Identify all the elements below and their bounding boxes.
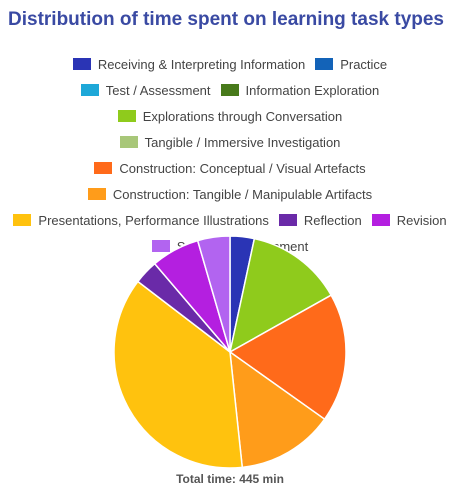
legend-swatch (119, 136, 138, 148)
legend-label: Receiving & Interpreting Information (97, 56, 306, 72)
legend-swatch (278, 214, 297, 226)
chart-title: Distribution of time spent on learning t… (8, 9, 444, 30)
legend-label: Construction: Tangible / Manipulable Art… (112, 186, 373, 202)
legend-swatch (151, 240, 170, 252)
pie-slice[interactable] (228, 237, 333, 354)
legend-item[interactable]: Presentations, Performance Illustrations (13, 211, 269, 229)
legend-item[interactable]: Reflection (278, 211, 362, 229)
legend-item[interactable]: Test / Assessment (80, 81, 211, 99)
legend-label: Test / Assessment (105, 82, 211, 98)
legend-label: Tangible / Immersive Investigation (144, 134, 341, 150)
legend-label: Presentations, Performance Illustrations (38, 212, 269, 228)
legend-swatch (220, 84, 239, 96)
legend-item[interactable]: Tangible / Immersive Investigation (119, 133, 341, 151)
legend-swatch (117, 110, 136, 122)
pie-slice[interactable] (229, 350, 326, 469)
legend-swatch (13, 214, 32, 226)
legend-item[interactable]: Construction: Tangible / Manipulable Art… (87, 185, 373, 203)
legend-swatch (94, 162, 113, 174)
legend-label: Explorations through Conversation (142, 108, 343, 124)
legend-item[interactable]: Revision (371, 211, 447, 229)
legend-item[interactable]: Construction: Conceptual / Visual Artefa… (94, 159, 366, 177)
legend-swatch (87, 188, 106, 200)
pie-slice[interactable] (113, 280, 244, 469)
legend-swatch (72, 58, 91, 70)
legend-item[interactable]: Information Exploration (220, 81, 380, 99)
legend: Receiving & Interpreting Information Prac… (0, 55, 460, 255)
legend-swatch (371, 214, 390, 226)
legend-item[interactable]: Receiving & Interpreting Information (72, 55, 306, 73)
pie-slice[interactable] (228, 294, 347, 421)
legend-label: Practice (340, 56, 388, 72)
total-time-label: Total time: 445 min (176, 472, 284, 486)
legend-label: Revision (396, 212, 447, 228)
pie-chart (113, 235, 347, 469)
legend-swatch (315, 58, 334, 70)
legend-swatch (80, 84, 99, 96)
legend-item[interactable]: Practice (315, 55, 387, 73)
legend-label: Construction: Conceptual / Visual Artefa… (119, 160, 366, 176)
pie-slice[interactable] (196, 235, 231, 353)
legend-item[interactable]: Explorations through Conversation (117, 107, 343, 125)
legend-label: Information Exploration (245, 82, 380, 98)
legend-label: Reflection (303, 212, 362, 228)
